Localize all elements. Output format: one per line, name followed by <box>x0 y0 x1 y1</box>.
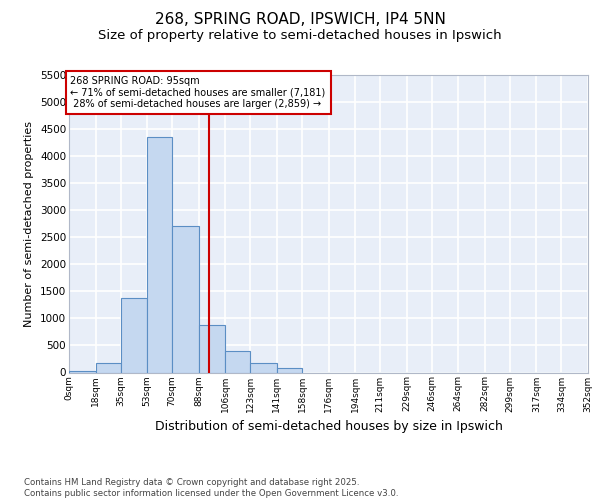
Bar <box>225 351 250 372</box>
Bar <box>121 298 147 372</box>
X-axis label: Distribution of semi-detached houses by size in Ipswich: Distribution of semi-detached houses by … <box>155 420 502 433</box>
Bar <box>147 137 172 372</box>
Bar <box>69 371 95 372</box>
Text: 268 SPRING ROAD: 95sqm
← 71% of semi-detached houses are smaller (7,181)
 28% of: 268 SPRING ROAD: 95sqm ← 71% of semi-det… <box>70 76 326 110</box>
Bar <box>199 326 225 372</box>
Text: Size of property relative to semi-detached houses in Ipswich: Size of property relative to semi-detach… <box>98 29 502 42</box>
Bar <box>277 368 302 372</box>
Text: Contains HM Land Registry data © Crown copyright and database right 2025.
Contai: Contains HM Land Registry data © Crown c… <box>24 478 398 498</box>
Bar <box>172 226 199 372</box>
Bar <box>250 364 277 372</box>
Text: 268, SPRING ROAD, IPSWICH, IP4 5NN: 268, SPRING ROAD, IPSWICH, IP4 5NN <box>155 12 445 28</box>
Bar <box>95 364 121 372</box>
Y-axis label: Number of semi-detached properties: Number of semi-detached properties <box>25 120 34 327</box>
